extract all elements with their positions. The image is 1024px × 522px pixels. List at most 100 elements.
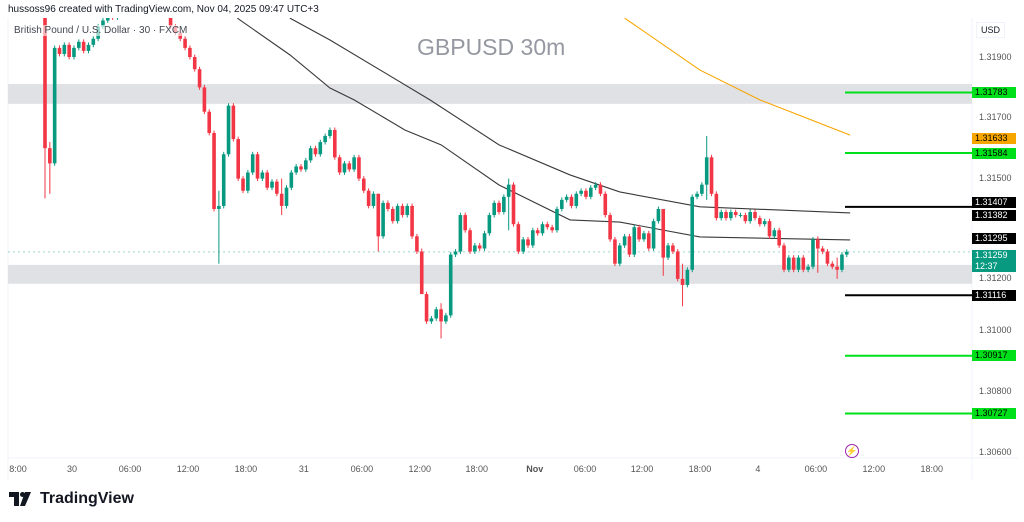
- currency-button[interactable]: USD: [976, 22, 1006, 38]
- candle-body: [149, 0, 153, 5]
- candle: [680, 263, 685, 307]
- candle-body: [622, 236, 627, 246]
- candle: [72, 45, 76, 60]
- symbol-description[interactable]: British Pound / U.S. Dollar · 30 · FXCM: [14, 25, 188, 36]
- candle-body: [444, 315, 448, 322]
- candle-body: [801, 257, 806, 270]
- candle: [675, 249, 680, 282]
- candle-body: [811, 239, 815, 267]
- candle-body: [777, 230, 781, 246]
- candle-body: [835, 266, 839, 270]
- candle-body: [202, 87, 207, 112]
- candle-body: [67, 44, 71, 57]
- candle: [637, 224, 641, 242]
- price-tick-label: 1.30800: [979, 385, 1012, 396]
- candle: [284, 185, 289, 209]
- candle-body: [825, 251, 830, 264]
- candle: [275, 179, 279, 197]
- candle: [192, 54, 197, 72]
- candle: [709, 154, 714, 197]
- candle: [685, 267, 690, 288]
- time-tick-label: 18:00: [688, 464, 712, 474]
- candle-body: [101, 20, 105, 27]
- candle-body: [535, 230, 540, 234]
- candle-body: [632, 227, 637, 255]
- candle-body: [386, 202, 390, 209]
- candle: [381, 200, 385, 239]
- candle: [333, 127, 337, 160]
- candle-body: [816, 239, 820, 249]
- candle: [458, 212, 463, 254]
- candle: [86, 42, 91, 54]
- candle-body: [738, 215, 743, 217]
- price-label-value: 1.31633: [975, 132, 1008, 143]
- time-tick-label: 12:00: [176, 464, 200, 474]
- lightning-icon[interactable]: ⚡: [845, 444, 859, 458]
- candle: [294, 163, 298, 175]
- time-tick-label: 18:00: [465, 464, 489, 474]
- candle: [164, 3, 168, 11]
- candle-body: [574, 193, 579, 206]
- candle: [830, 261, 835, 270]
- time-tick-label: 06:00: [573, 464, 597, 474]
- price-label: 1.31382: [972, 210, 1016, 222]
- candle: [564, 194, 569, 203]
- candle-body: [217, 205, 221, 209]
- tradingview-logo[interactable]: TradingView: [9, 490, 134, 508]
- candle-body: [526, 239, 530, 246]
- candle-body: [260, 172, 265, 179]
- candle-body: [289, 172, 294, 188]
- candle: [62, 42, 67, 57]
- candle-body: [439, 309, 443, 322]
- candle-body: [72, 47, 76, 57]
- candle: [811, 236, 815, 270]
- candle-body: [299, 166, 303, 170]
- candle: [603, 191, 608, 218]
- price-label-value: 1.31783: [975, 87, 1008, 98]
- candle: [183, 36, 187, 51]
- candle: [738, 212, 743, 218]
- candle: [410, 203, 414, 239]
- candle: [622, 233, 627, 248]
- candle-body: [477, 245, 482, 249]
- candle-body: [221, 154, 226, 206]
- candle: [308, 145, 313, 163]
- candle: [588, 185, 593, 200]
- candle: [671, 243, 675, 254]
- candle: [250, 151, 255, 175]
- candle-body: [105, 18, 110, 21]
- candle-body: [140, 2, 144, 8]
- candle: [77, 39, 81, 51]
- candle-body: [159, 5, 163, 11]
- candle-body: [366, 190, 371, 206]
- candle-body: [231, 105, 236, 140]
- candle-body: [43, 18, 47, 149]
- candle: [714, 191, 719, 221]
- candle: [835, 257, 839, 279]
- time-tick-label: 8:00: [9, 464, 27, 474]
- candle-body: [410, 205, 414, 237]
- price-label: 1.30917: [972, 350, 1016, 362]
- candle: [112, 18, 114, 20]
- price-label: 1.31407: [972, 197, 1016, 209]
- candle: [666, 243, 670, 261]
- candle-body: [714, 193, 719, 219]
- candle-body: [598, 184, 603, 194]
- candle: [236, 136, 240, 182]
- candle: [337, 154, 342, 175]
- candle-body: [313, 148, 318, 155]
- candle: [453, 249, 458, 257]
- candle-body: [531, 230, 535, 246]
- price-label: 1.31783: [972, 87, 1016, 99]
- candle: [463, 212, 468, 233]
- candle-body: [840, 254, 844, 270]
- candle: [313, 145, 318, 157]
- candle: [661, 208, 666, 276]
- candle-body: [791, 257, 796, 270]
- candle-body: [617, 245, 622, 264]
- price-chart[interactable]: [0, 0, 1024, 480]
- candle: [154, 3, 158, 14]
- price-label-value: 1.30727: [975, 408, 1008, 419]
- candle-body: [207, 111, 212, 133]
- time-tick-label: 30: [67, 464, 78, 474]
